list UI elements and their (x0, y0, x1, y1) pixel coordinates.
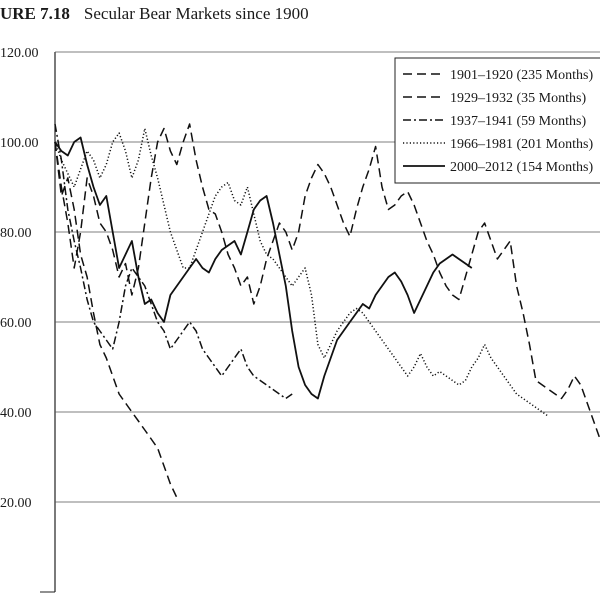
series-line-3 (54, 123, 293, 400)
figure-label: URE 7.18 (0, 4, 70, 23)
figure-caption: Secular Bear Markets since 1900 (83, 4, 309, 23)
legend-label: 1929–1932 (35 Months) (450, 91, 586, 106)
series-line-2 (54, 141, 178, 498)
y-axis-ticks: 120.00 100.00 80.00 60.00 40.00 20.00 (0, 46, 39, 511)
y-tick-label: 40.00 (0, 406, 32, 421)
chart-series (54, 123, 600, 498)
legend-label: 1937–1941 (59 Months) (450, 114, 586, 129)
legend-box (394, 57, 600, 184)
figure-title: URE 7.18 Secular Bear Markets since 1900 (0, 4, 309, 24)
series-line-1 (54, 123, 600, 440)
chart-legend: 1901–1920 (235 Months) 1929–1932 (35 Mont… (394, 57, 600, 184)
y-tick-label: 60.00 (0, 316, 32, 331)
legend-label: 2000–2012 (154 Months) (450, 160, 593, 175)
series-line-5 (54, 136, 473, 400)
y-tick-label: 100.00 (0, 136, 39, 151)
chart-grid (40, 51, 600, 593)
legend-label: 1966–1981 (201 Months) (450, 137, 593, 152)
y-tick-label: 20.00 (0, 496, 32, 511)
legend-label: 1901–1920 (235 Months) (450, 68, 593, 83)
y-tick-label: 120.00 (0, 46, 39, 61)
y-tick-label: 80.00 (0, 226, 32, 241)
